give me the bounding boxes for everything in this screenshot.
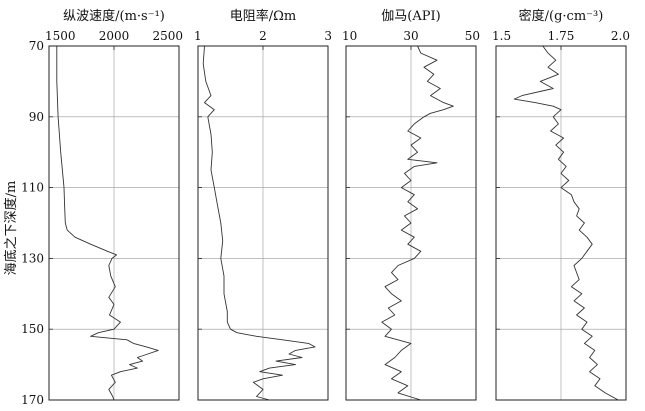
y-tick-label: 90: [29, 110, 44, 124]
y-tick-label: 70: [29, 39, 44, 53]
p-wave-velocity-title: 纵波速度/(m·s⁻¹): [63, 8, 165, 24]
log-panels: 1500 2000 2500纵波速度/(m·s⁻¹)7090110130150170…: [21, 8, 630, 407]
x-tick-label: 2000: [99, 29, 130, 43]
y-tick-label: 130: [21, 251, 44, 265]
x-tick-label: 1: [194, 29, 202, 43]
depth-axis-label: 海底之下深度/m: [3, 181, 19, 276]
x-tick-label: 2500: [152, 29, 183, 43]
x-tick-label: 10: [342, 29, 357, 43]
y-tick-label: 150: [21, 322, 44, 336]
x-tick-label: 1500: [45, 29, 76, 43]
density-panel: 1.5 1.75 2.0 密度/(g·cm⁻³): [492, 8, 630, 401]
y-tick-label: 110: [21, 181, 44, 195]
p-wave-velocity-series-line: [56, 46, 159, 401]
gamma-panel: 10 30 50 伽马(API): [342, 9, 480, 401]
x-tick-label: 1.5: [492, 29, 511, 43]
x-tick-label: 2: [259, 29, 267, 43]
x-tick-label: 30: [403, 29, 418, 43]
y-tick-label: 170: [21, 393, 44, 407]
gamma-series-line: [381, 45, 454, 401]
x-tick-label: 2.0: [611, 29, 630, 43]
density-series-line: [513, 45, 619, 401]
x-tick-label: 3: [324, 29, 332, 43]
density-title: 密度/(g·cm⁻³): [519, 8, 604, 24]
resistivity-series-line: [202, 45, 316, 401]
resistivity-panel: 1 2 3 电阻率/Ωm: [194, 8, 332, 401]
resistivity-title: 电阻率/Ωm: [230, 8, 297, 24]
p-wave-velocity-panel: 1500 2000 2500 纵波速度/(m·s⁻¹) 70 90 110 130 150 170: [21, 8, 183, 407]
gamma-title: 伽马(API): [381, 9, 440, 24]
x-tick-label: 1.75: [548, 29, 575, 43]
x-tick-label: 50: [465, 29, 480, 43]
